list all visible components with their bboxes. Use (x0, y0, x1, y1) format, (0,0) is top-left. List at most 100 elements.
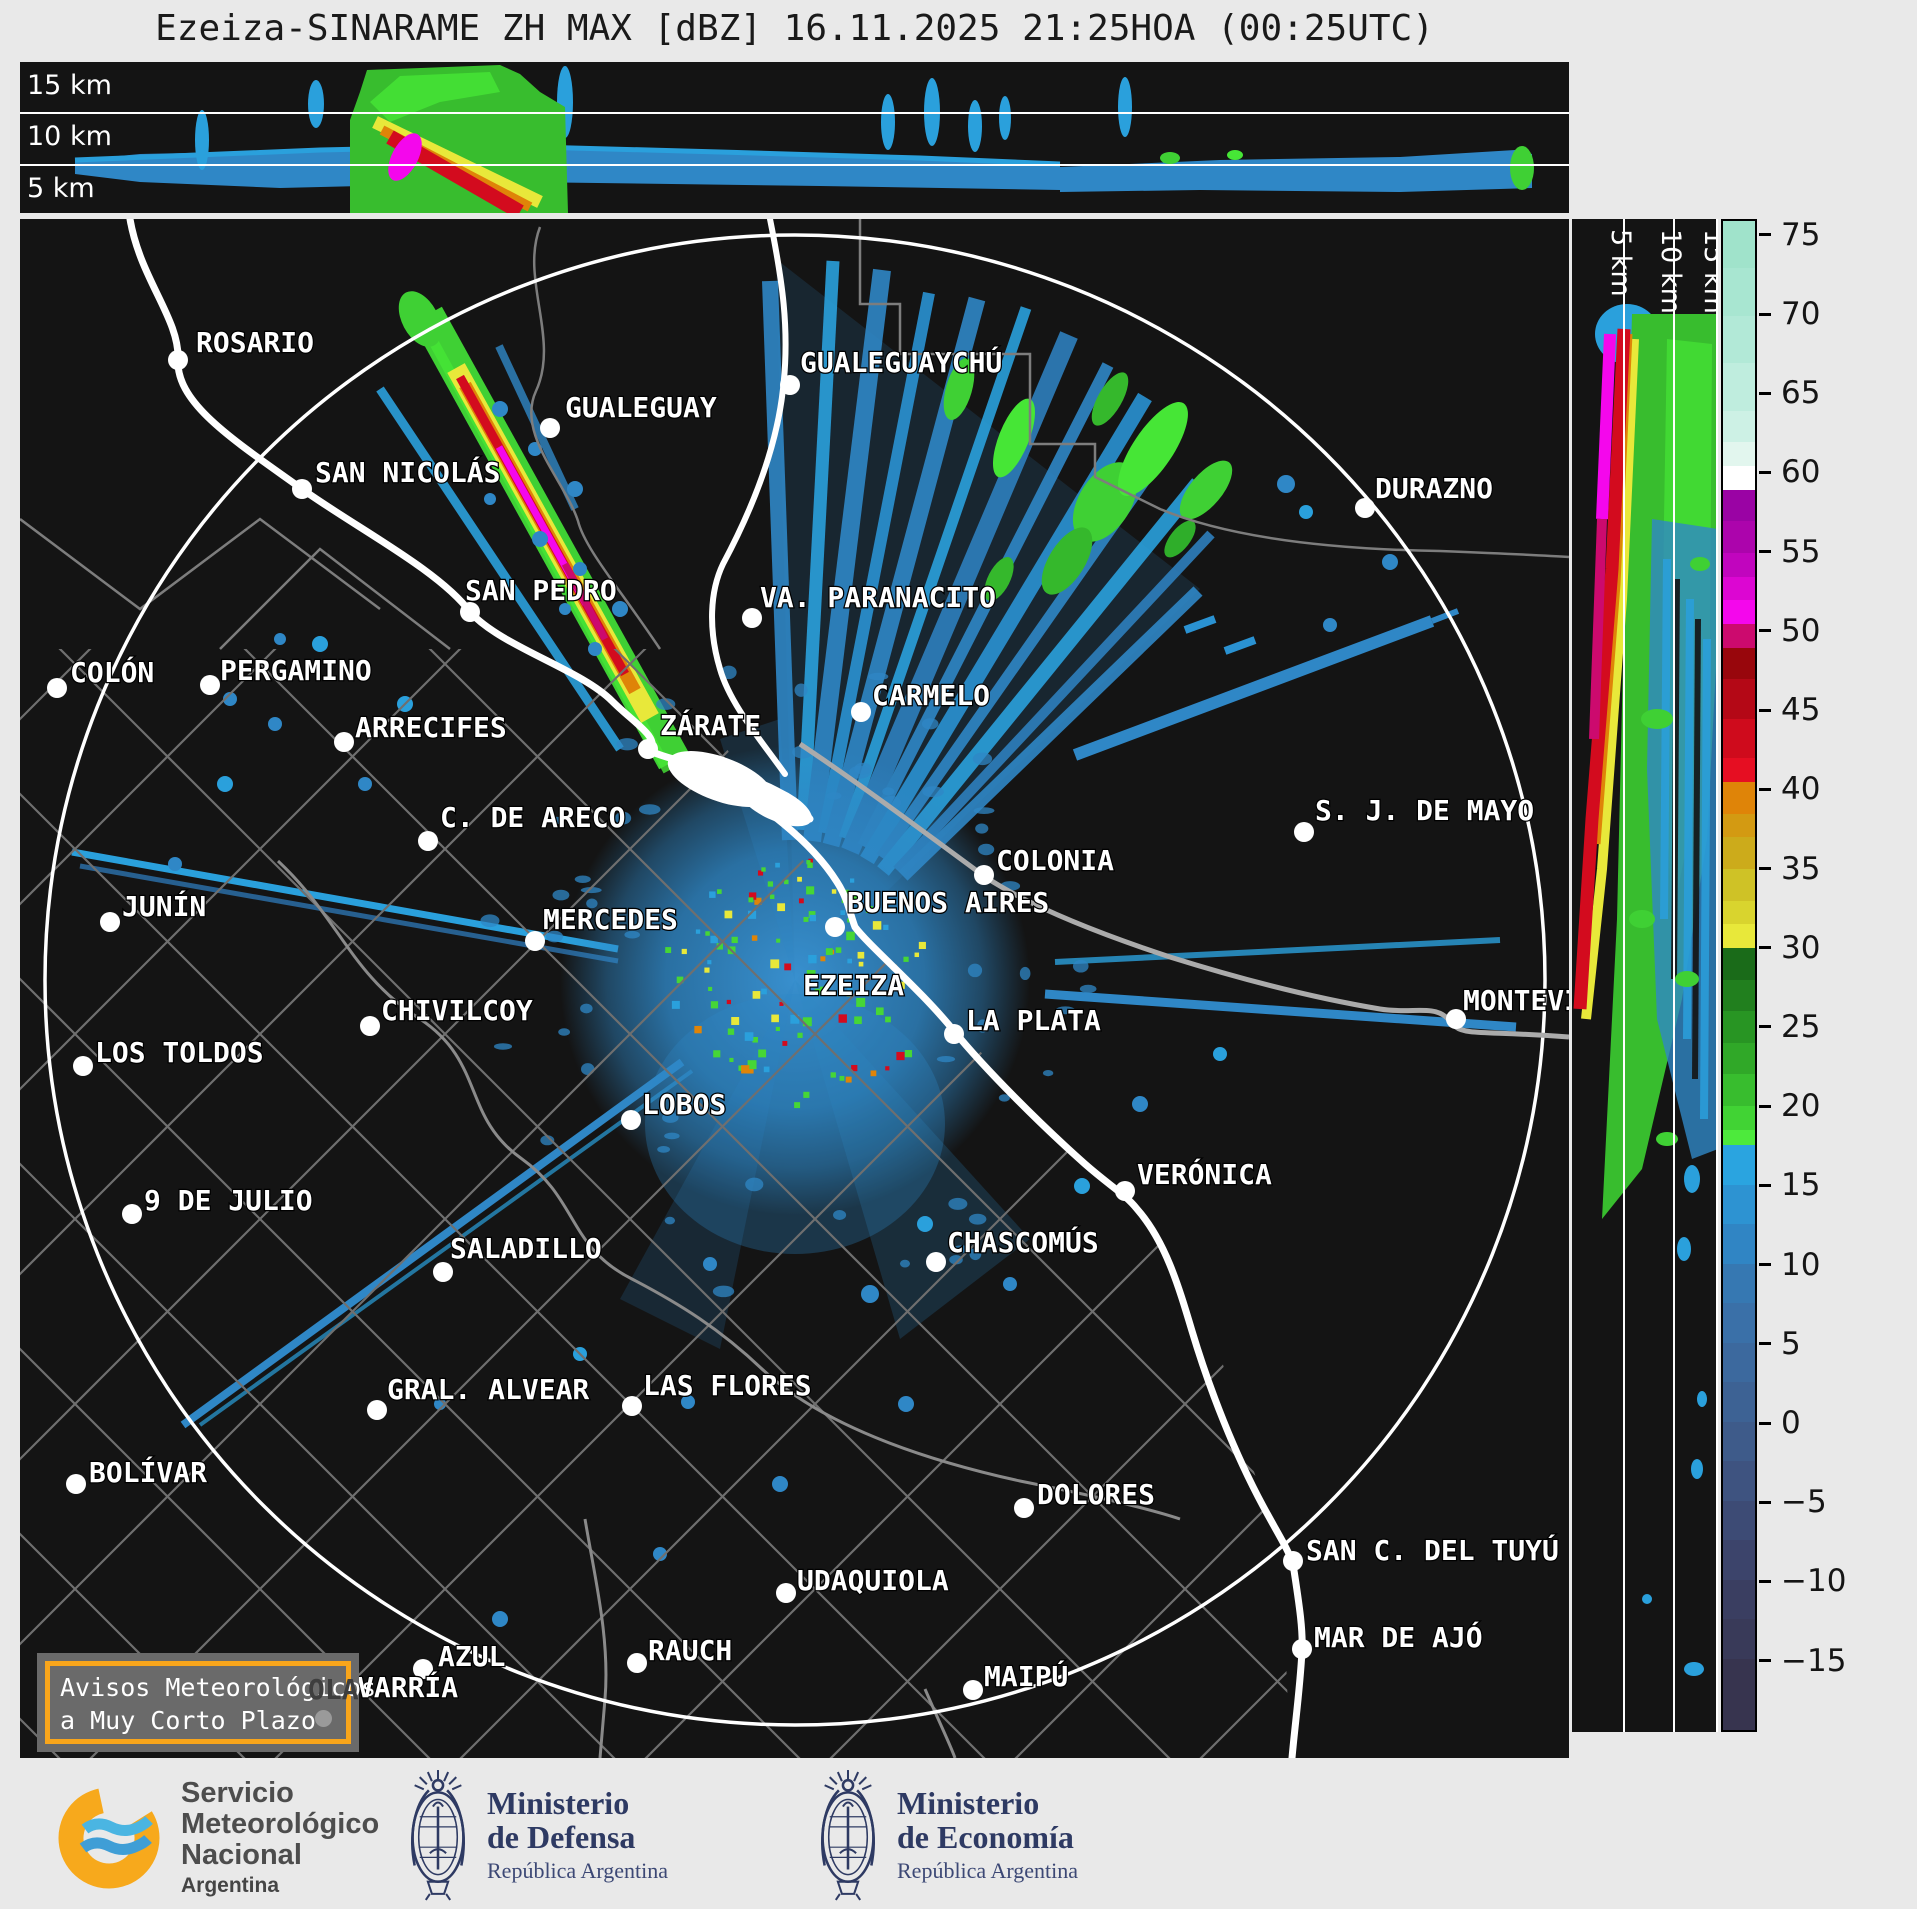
warning-dot-icon (315, 1710, 332, 1727)
colorbar-segment (1723, 718, 1755, 759)
city-label: GRAL. ALVEAR (387, 1373, 589, 1406)
colorbar-segment (1723, 442, 1755, 466)
colorbar-segment (1723, 600, 1755, 624)
side-echoes (1573, 304, 1718, 1676)
colorbar-tick-label: 50 (1781, 612, 1821, 649)
economia-line1: Ministerio (897, 1785, 1040, 1821)
argentina-crest-icon (405, 1768, 471, 1902)
coastline-argentina (716, 775, 1306, 1758)
colorbar-segment (1723, 868, 1755, 901)
colorbar-tick-label: 65 (1781, 375, 1821, 412)
city-dot (926, 1252, 946, 1272)
city-dot (418, 831, 438, 851)
colorbar-tick (1759, 1500, 1771, 1504)
city-label: ARRECIFES (355, 711, 507, 744)
colorbar-segment (1723, 900, 1755, 925)
colorbar-segment (1723, 679, 1755, 719)
echo-green-patches (943, 358, 1233, 601)
city-dot (974, 865, 994, 885)
colorbar-tick (1759, 629, 1771, 633)
city-dot (292, 479, 312, 499)
city-dot (200, 675, 220, 695)
radar-map: ROSARIO GUALEGUAYCHÚ GUALEGUAY SAN NICOLÁS D… (20, 219, 1569, 1758)
cross-section-side-panel: 5 km 10 km 15 km (1572, 219, 1718, 1732)
colorbar-segment (1723, 623, 1755, 648)
colorbar-tick (1759, 867, 1771, 871)
colorbar-tick (1759, 233, 1771, 237)
side-height-label-15km: 15 km (1698, 229, 1718, 314)
smn-logo-icon (58, 1787, 160, 1889)
city-label: JUNÍN (122, 889, 206, 923)
colorbar-tick (1759, 946, 1771, 950)
province-borders (20, 219, 1569, 650)
city-dot (433, 1262, 453, 1282)
cross-section-top-panel: 15 km 10 km 5 km (20, 62, 1569, 213)
colorbar-tick (1759, 1183, 1771, 1187)
defensa-line2: de Defensa (487, 1819, 636, 1855)
city-label: ROSARIO (196, 326, 314, 359)
echo-center-clutter (480, 665, 1097, 1349)
defensa-line3: República Argentina (487, 1858, 669, 1883)
city-label: AZUL (438, 1640, 505, 1673)
city-dot (622, 1396, 642, 1416)
warning-box[interactable]: Avisos Meteorológicos a Muy Corto Plazo (37, 1653, 376, 1752)
colorbar-segment (1723, 268, 1755, 316)
city-dot (638, 739, 658, 759)
city-dot (944, 1024, 964, 1044)
colorbar-tick-label: 30 (1781, 929, 1821, 966)
echo-band-east (1060, 150, 1532, 192)
city-label: COLÓN (70, 655, 154, 689)
colorbar-segment (1723, 1461, 1755, 1501)
echo-storm-tower (350, 65, 568, 213)
dbz-colorbar (1721, 219, 1757, 1732)
colorbar-segment (1723, 1042, 1755, 1075)
colorbar-tick-label: 10 (1781, 1246, 1821, 1283)
cross-section-side: 5 km 10 km 15 km (1572, 219, 1718, 1732)
colorbar-tick-label: 35 (1781, 850, 1821, 887)
city-label: SAN PEDRO (465, 574, 617, 607)
city-dot (413, 1659, 433, 1679)
city-dot (47, 678, 67, 698)
ministry-defensa-block: Ministerio de Defensa República Argentin… (405, 1768, 668, 1902)
colorbar-tick (1759, 1659, 1771, 1663)
city-dot (100, 912, 120, 932)
city-dot (1014, 1498, 1034, 1518)
city-label: ZÁRATE (660, 708, 761, 742)
side-height-label-5km: 5 km (1605, 229, 1636, 297)
city-label: MAR DE AJÓ (1314, 1620, 1483, 1654)
smn-logo-block: Servicio Meteorológico Nacional Argentin… (55, 1778, 379, 1898)
colorbar-segment (1723, 1129, 1755, 1146)
colorbar-tick-label: −15 (1781, 1642, 1847, 1679)
city-label: VA. PARANACITO (760, 581, 996, 614)
colorbar-segment (1723, 1619, 1755, 1659)
echo-nw-storm-streak (376, 291, 689, 774)
city-label: LOS TOLDOS (95, 1036, 264, 1069)
city-dot (122, 1204, 142, 1224)
colorbar-tick (1759, 391, 1771, 395)
city-label: LOBOS (642, 1088, 726, 1121)
city-label: CARMELO (872, 679, 990, 712)
colorbar-tick-label: 45 (1781, 692, 1821, 729)
city-labels-layer: ROSARIO GUALEGUAYCHÚ GUALEGUAY SAN NICOLÁS D… (47, 325, 1569, 1705)
colorbar-tick-label: −5 (1781, 1484, 1827, 1521)
city-label: CHIVILCOY (381, 994, 533, 1027)
smn-name-line2: Meteorológico (181, 1808, 380, 1840)
colorbar-tick-label: 20 (1781, 1088, 1821, 1125)
city-dot (168, 350, 188, 370)
city-label: BUENOS AIRES (847, 886, 1049, 919)
height-label-5km: 5 km (27, 173, 95, 204)
city-dot (1294, 822, 1314, 842)
colorbar-segment (1723, 1342, 1755, 1383)
colorbar-tick (1759, 1104, 1771, 1108)
colorbar-segment (1723, 1382, 1755, 1422)
footer: Servicio Meteorológico Nacional Argentin… (0, 1760, 1917, 1909)
city-label-olavarria-hidden: OLA (308, 1673, 359, 1706)
ministry-economia-block: Ministerio de Economía República Argenti… (815, 1768, 1078, 1902)
city-label: C. DE ARECO (440, 801, 625, 834)
colorbar-segment (1723, 1500, 1755, 1541)
colorbar-segment (1723, 1224, 1755, 1264)
city-label: DOLORES (1037, 1478, 1155, 1511)
side-height-label-10km: 10 km (1655, 229, 1686, 314)
colorbar-tick-label: 40 (1781, 771, 1821, 808)
city-dot (776, 1583, 796, 1603)
